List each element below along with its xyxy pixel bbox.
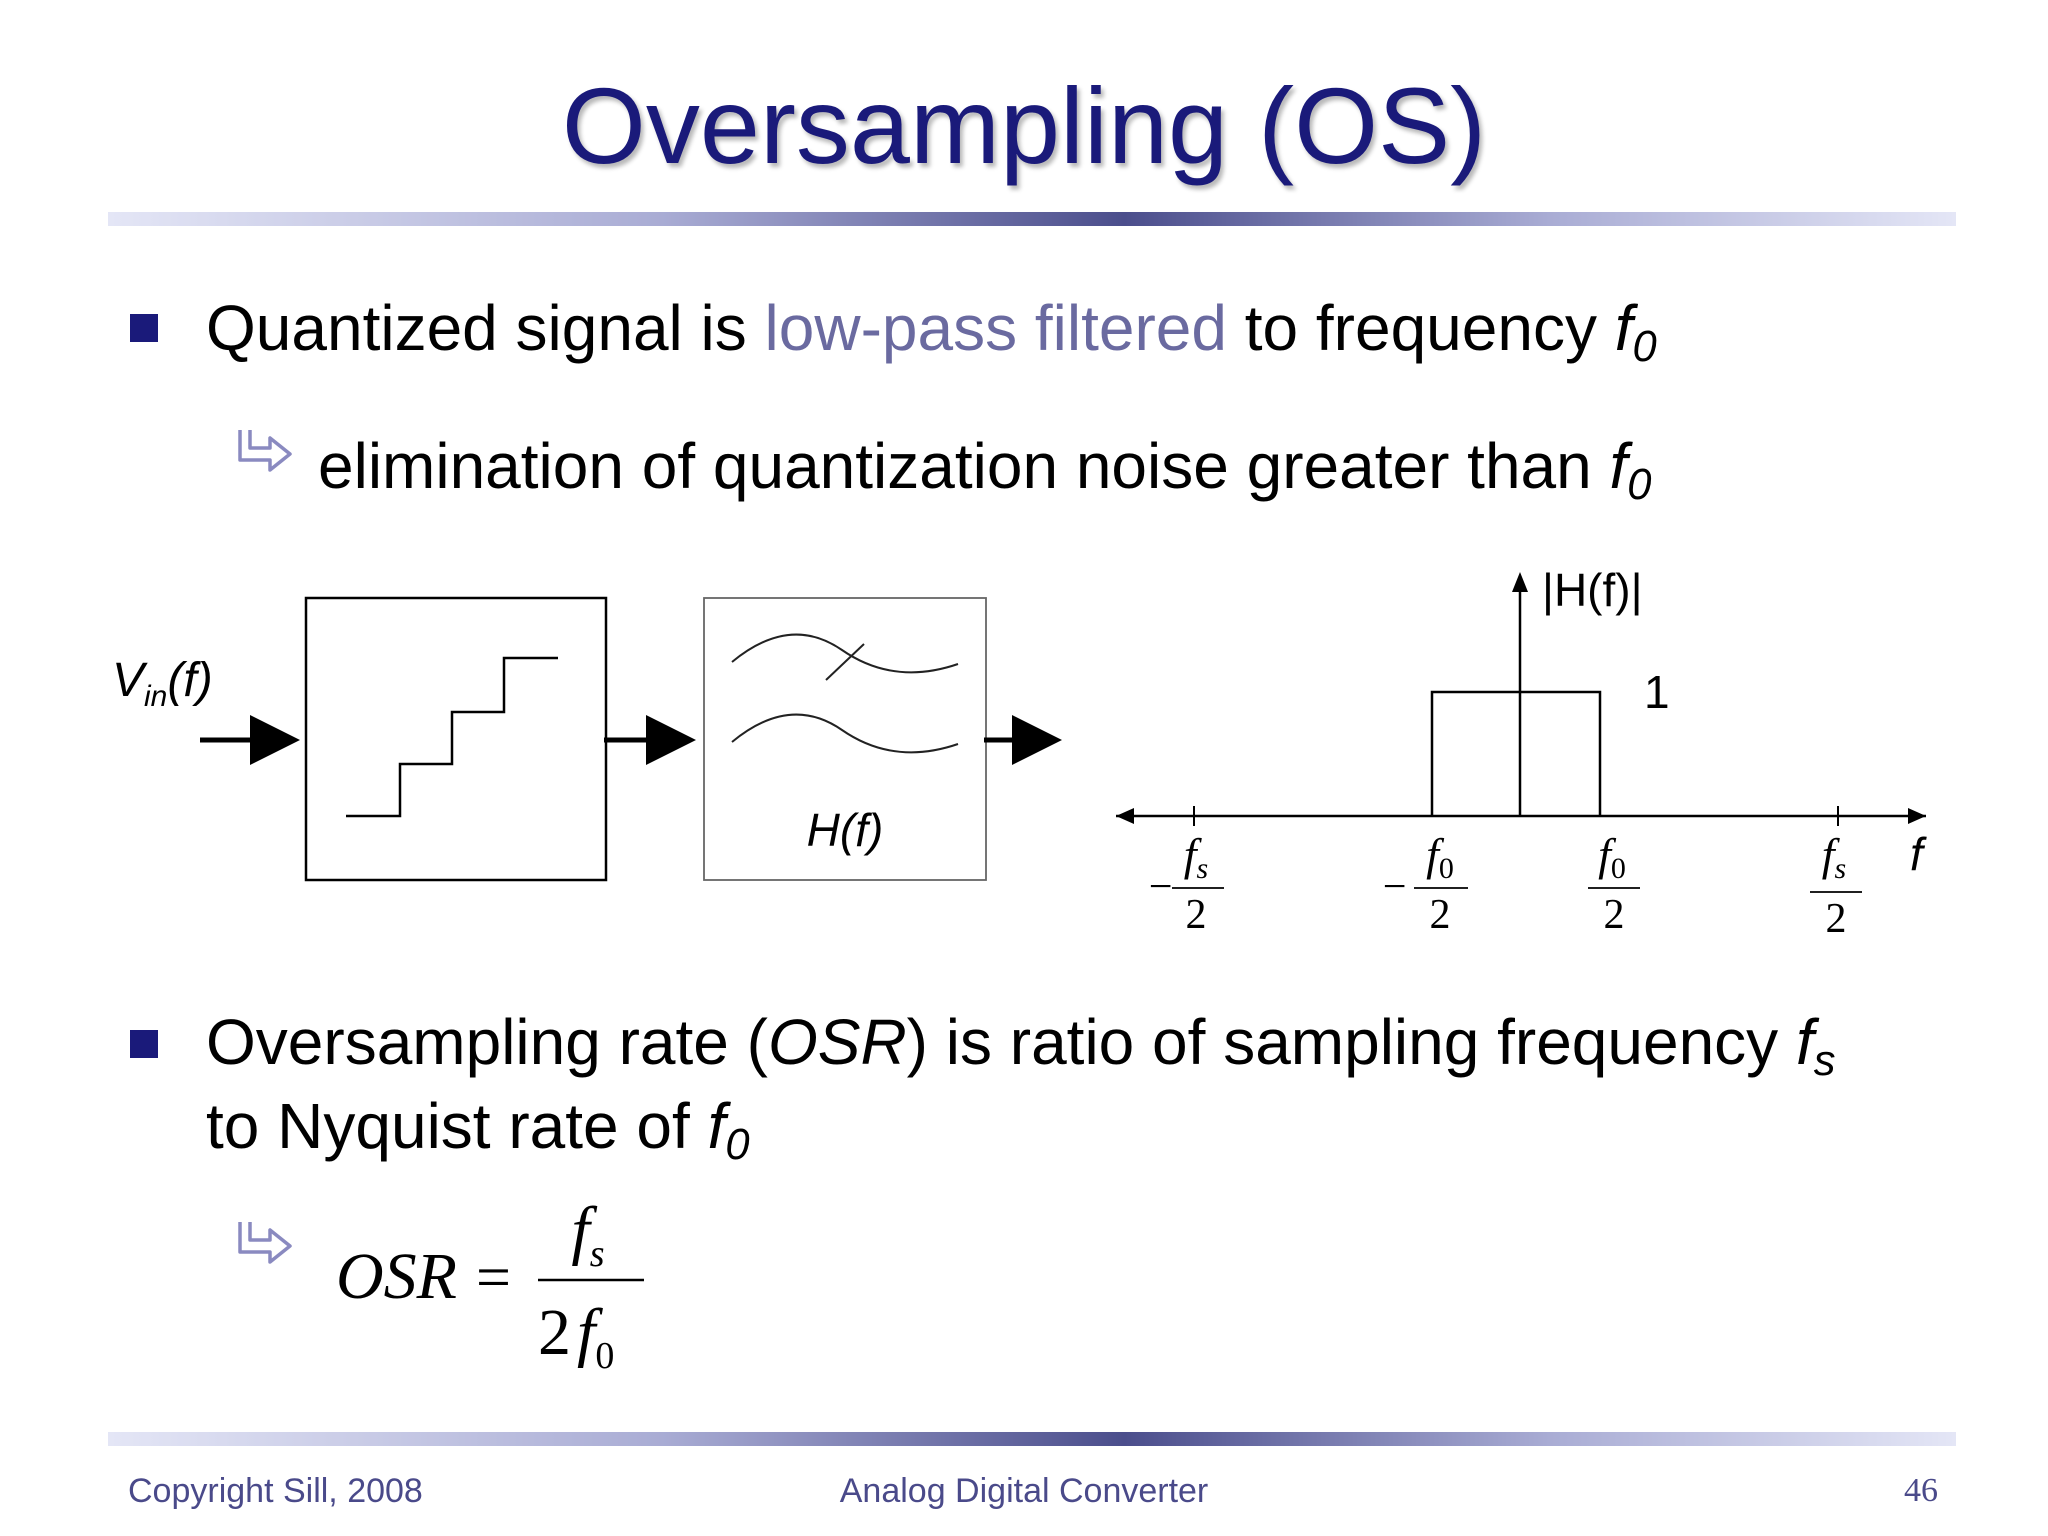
svg-text:f0: f0 [1426, 829, 1454, 885]
bullet-2-var: f [1795, 1006, 1814, 1078]
svg-text:2: 2 [1826, 896, 1847, 942]
hollow-arrow-icon [238, 1222, 292, 1264]
bullet-2-line-2: to Nyquist rate of f0 [206, 1094, 750, 1167]
footer-title: Analog Digital Converter [839, 1472, 1209, 1510]
svg-text:−: − [1146, 864, 1174, 910]
y-axis-label: |H(f)| [1542, 564, 1643, 616]
bullet-1-highlight: low-pass filtered [764, 292, 1227, 364]
level-label: 1 [1644, 666, 1670, 718]
x-axis-label: f [1910, 828, 1927, 880]
formula-lhs: OSR [336, 1240, 457, 1313]
bullet-2-line-2-pre: to Nyquist rate of [206, 1090, 708, 1162]
tick-label-pos-f0: f0 2 [1588, 829, 1640, 938]
y-axis-arrow [1512, 572, 1528, 592]
tick-label-neg-f0: − f0 2 [1380, 829, 1468, 938]
bullet-2-line-2-var-sub: 0 [725, 1120, 750, 1169]
title-divider [108, 212, 1956, 226]
filter-wave-bottom [731, 713, 959, 754]
formula-numerator: fs [571, 1194, 604, 1275]
sub-point-1-body: elimination of quantization noise greate… [318, 430, 1610, 502]
bullet-1-var: f [1614, 292, 1633, 364]
bullet-2-line-1: Oversampling rate (OSR) is ratio of samp… [206, 1010, 1835, 1083]
svg-text:−: − [1380, 864, 1408, 910]
frequency-response-plot: |H(f)| 1 f − fs 2 − f0 2 f0 2 fs 2 [1116, 564, 1927, 942]
block-diagram: Vin(f) H(f) |H(f)| 1 f − fs 2 − f [112, 564, 1927, 942]
hollow-arrow-icon [238, 430, 292, 472]
svg-text:fs: fs [1184, 829, 1208, 885]
x-axis-left-arrow [1116, 808, 1134, 824]
filter-label: H(f) [807, 804, 884, 856]
bullet-2-post: ) is ratio of sampling frequency [906, 1006, 1796, 1078]
bullet-1-pre: Quantized signal is [206, 292, 765, 364]
passband-rect [1430, 690, 1602, 816]
footer-divider [108, 1432, 1956, 1446]
input-label: Vin(f) [112, 654, 213, 713]
bullet-square-icon [130, 1030, 158, 1058]
bullet-square-icon [130, 314, 158, 342]
bullet-1-post: to frequency [1226, 292, 1615, 364]
staircase-icon [346, 656, 558, 818]
x-axis-right-arrow [1908, 808, 1926, 824]
tick-label-neg-fs: − fs 2 [1146, 829, 1224, 938]
bullet-1-text: Quantized signal is low-pass filtered to… [206, 296, 1657, 369]
sub-point-1-text: elimination of quantization noise greate… [318, 434, 1651, 507]
svg-text:2: 2 [1430, 892, 1451, 938]
osr-formula: OSR = fs 2f0 [336, 1194, 644, 1377]
quantizer-block [304, 596, 608, 882]
svg-text:2: 2 [1186, 892, 1207, 938]
filter-block [703, 597, 987, 881]
slide-title: Oversampling (OS) [561, 65, 1487, 186]
footer-copyright: Copyright Sill, 2008 [128, 1472, 423, 1510]
svg-text:fs: fs [1822, 829, 1846, 885]
filter-slash [825, 643, 865, 681]
bullet-2-osr: OSR [767, 1006, 907, 1078]
formula-denominator: 2f0 [538, 1296, 614, 1377]
bullet-2-line-2-var: f [707, 1090, 726, 1162]
page-number: 46 [1904, 1472, 1938, 1509]
sub-point-1-var-sub: 0 [1627, 460, 1652, 509]
tick-label-pos-fs: fs 2 [1810, 829, 1862, 942]
svg-text:2: 2 [1604, 892, 1625, 938]
sub-point-1-var: f [1609, 430, 1628, 502]
bullet-2-pre: Oversampling rate ( [206, 1006, 768, 1078]
filter-wave-top [731, 633, 959, 674]
svg-text:f0: f0 [1598, 829, 1626, 885]
bullet-1-var-sub: 0 [1632, 322, 1657, 371]
bullet-2-var-sub: s [1813, 1036, 1836, 1085]
formula-equals: = [476, 1244, 511, 1312]
